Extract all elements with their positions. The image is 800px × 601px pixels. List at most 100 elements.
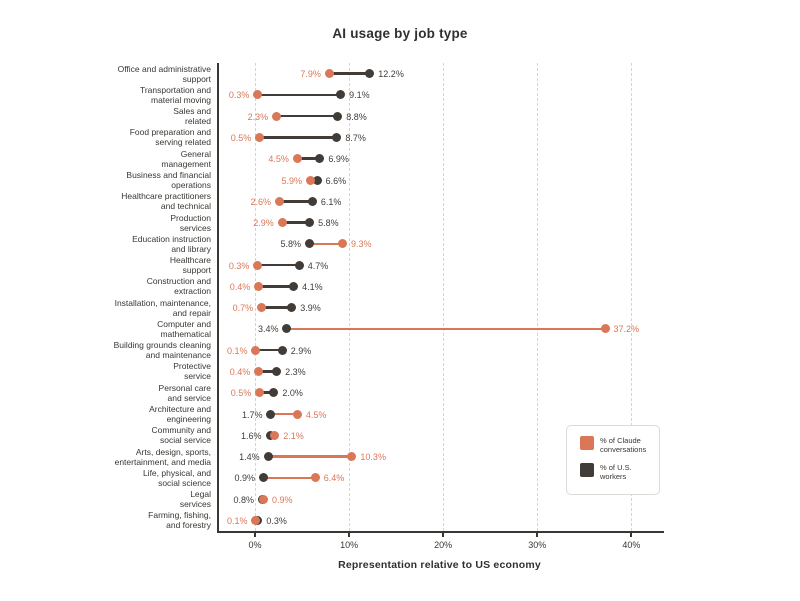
claude-value-label: 0.1%	[226, 515, 248, 526]
row-label: Personal care and service	[158, 382, 211, 403]
claude-value-label: 0.3%	[228, 90, 250, 101]
connector-line	[309, 242, 343, 246]
claude-value-label: 10.3%	[360, 452, 386, 463]
connector-line	[255, 348, 283, 352]
claude-value-label: 2.9%	[253, 218, 274, 229]
axis-tick-label: 0%	[248, 540, 262, 550]
workers-value-label: 8.8%	[346, 111, 367, 122]
connector-line	[258, 285, 294, 288]
claude-dot	[292, 409, 302, 419]
claude-dot	[258, 494, 268, 504]
legend: % of Claude conversations % of U.S. work…	[566, 425, 660, 495]
row-label: General management	[161, 148, 211, 169]
claude-dot	[310, 473, 320, 483]
workers-value-label: 6.1%	[320, 196, 342, 207]
row-label: Healthcare practitioners and technical	[121, 191, 211, 212]
workers-value-label: 8.7%	[345, 132, 366, 143]
workers-dot	[269, 388, 279, 398]
connector-line	[282, 221, 310, 224]
gridline	[536, 63, 538, 531]
legend-label-workers: % of U.S. workers	[600, 463, 632, 481]
connector-line	[329, 72, 370, 75]
claude-value-label: 2.1%	[283, 430, 304, 441]
workers-value-label: 3.4%	[257, 324, 279, 335]
axis-tick	[254, 531, 256, 537]
claude-dot	[255, 132, 265, 142]
axis-tick	[442, 531, 445, 537]
workers-value-label: 0.8%	[233, 494, 255, 505]
claude-value-label: 7.9%	[300, 69, 321, 80]
claude-value-label: 0.9%	[271, 494, 293, 505]
workers-value-label: 1.7%	[241, 409, 263, 420]
connector-line	[259, 136, 337, 139]
legend-item-claude: % of Claude conversations	[580, 436, 659, 454]
connector-line	[257, 263, 300, 267]
row-label: Education instruction and library	[132, 233, 211, 254]
claude-value-label: 0.5%	[230, 388, 252, 399]
workers-dot	[332, 132, 342, 142]
claude-value-label: 4.5%	[268, 154, 289, 165]
claude-dot	[270, 430, 280, 440]
workers-value-label: 4.7%	[307, 260, 329, 271]
row-label: Architecture and engineering	[149, 404, 211, 424]
workers-dot	[312, 175, 322, 185]
workers-dot	[289, 281, 299, 291]
row-label: Business and financial operations	[126, 170, 211, 190]
row-label: Legal services	[179, 489, 211, 510]
claude-dot	[338, 239, 347, 249]
claude-dot	[306, 175, 316, 185]
workers-dot	[282, 324, 292, 334]
row-label: Food preparation and serving related	[129, 127, 211, 148]
row-label: Installation, maintenance, and repair	[114, 297, 211, 318]
claude-dot	[600, 324, 610, 334]
row-label: Protective service	[173, 361, 211, 382]
workers-value-label: 5.8%	[280, 239, 302, 250]
x-axis-label: Representation relative to US economy	[338, 559, 541, 571]
gridline	[348, 63, 350, 531]
workers-dot	[277, 345, 287, 355]
row-label: Life, physical, and social science	[142, 467, 211, 488]
axis-tick	[536, 531, 539, 537]
claude-value-label: 5.9%	[281, 175, 303, 186]
row-label: Office and administrative support	[117, 63, 211, 84]
row-label: Transportation and material moving	[139, 84, 211, 105]
axis-tick	[630, 531, 633, 537]
claude-swatch-icon	[580, 436, 594, 450]
claude-value-label: 0.3%	[228, 260, 250, 271]
claude-dot	[251, 345, 261, 355]
row-label: Farming, fishing, and forestry	[148, 510, 211, 531]
claude-value-label: 0.1%	[226, 345, 248, 356]
workers-dot	[365, 69, 375, 79]
claude-value-label: 9.3%	[351, 239, 372, 250]
claude-value-label: 2.6%	[250, 196, 271, 207]
connector-line	[270, 412, 298, 416]
connector-line	[276, 114, 338, 118]
claude-dot	[292, 154, 302, 164]
connector-line	[263, 476, 316, 480]
workers-dot	[258, 473, 268, 483]
claude-value-label: 0.7%	[232, 303, 254, 314]
connector-line	[297, 157, 320, 160]
claude-dot	[254, 281, 264, 291]
workers-value-label: 2.0%	[282, 388, 303, 399]
workers-dot	[294, 260, 304, 270]
axis-tick-label: 30%	[528, 540, 547, 550]
workers-value-label: 1.6%	[241, 430, 262, 441]
workers-value-label: 1.4%	[239, 452, 260, 463]
claude-dot	[324, 69, 334, 79]
connector-line	[268, 455, 352, 458]
workers-dot	[307, 196, 317, 206]
legend-label-claude: % of Claude conversations	[600, 436, 647, 454]
workers-swatch-icon	[580, 463, 594, 477]
claude-value-label: 4.5%	[305, 409, 327, 420]
claude-dot	[255, 388, 265, 398]
claude-dot	[257, 303, 267, 313]
claude-value-label: 0.4%	[229, 281, 251, 292]
workers-dot	[305, 218, 315, 228]
workers-dot	[263, 452, 273, 462]
connector-line	[258, 370, 277, 373]
workers-dot	[266, 409, 276, 419]
claude-dot	[277, 218, 287, 228]
claude-dot	[272, 111, 282, 121]
workers-dot	[272, 366, 282, 376]
